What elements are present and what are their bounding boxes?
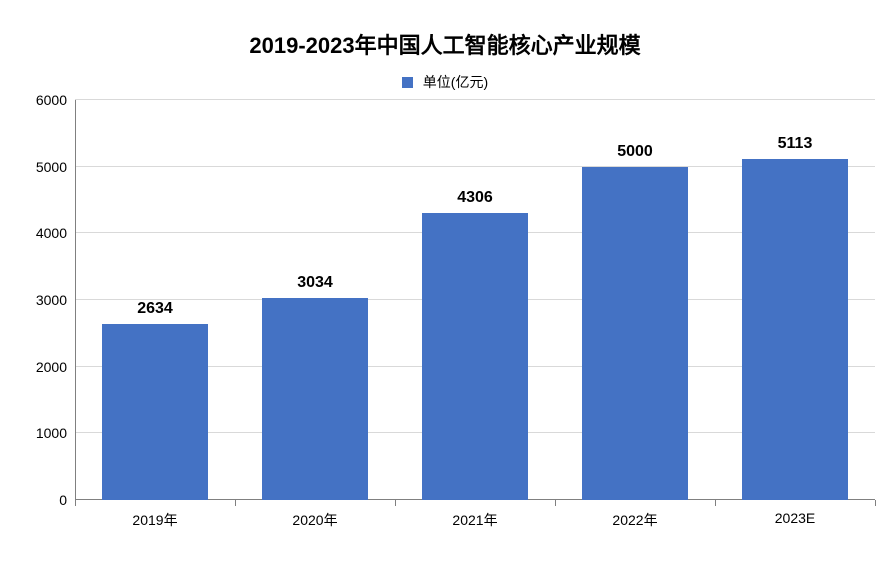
y-tick-label: 1000	[36, 425, 75, 441]
bar	[422, 213, 528, 500]
x-tick-label: 2023E	[775, 510, 815, 526]
bar-slot: 50002022年	[555, 100, 715, 500]
bar-value-label: 2634	[137, 300, 173, 318]
chart-container: 2019-2023年中国人工智能核心产业规模 单位(亿元) 0 1000 2000 3…	[0, 0, 890, 561]
chart-title: 2019-2023年中国人工智能核心产业规模	[30, 28, 860, 60]
x-tick-mark	[555, 500, 556, 506]
y-tick-label: 4000	[36, 225, 75, 241]
x-tick-mark	[875, 500, 876, 506]
y-tick-label: 5000	[36, 159, 75, 175]
bar-value-label: 4306	[457, 189, 493, 207]
bar-slot: 30342020年	[235, 100, 395, 500]
plot-area: 010002000300040005000600026342019年303420…	[75, 100, 875, 500]
x-tick-mark	[75, 500, 76, 506]
bars-row: 26342019年30342020年43062021年50002022年5113…	[75, 100, 875, 500]
bar-slot: 26342019年	[75, 100, 235, 500]
bar	[582, 167, 688, 500]
legend: 单位(亿元)	[30, 72, 860, 92]
x-tick-label: 2022年	[612, 510, 657, 530]
x-tick-label: 2019年	[132, 510, 177, 530]
bar-value-label: 3034	[297, 274, 333, 292]
bar	[102, 324, 208, 500]
bar	[262, 298, 368, 500]
x-tick-mark	[715, 500, 716, 506]
x-tick-mark	[395, 500, 396, 506]
y-tick-label: 3000	[36, 292, 75, 308]
y-tick-label: 2000	[36, 359, 75, 375]
bar-value-label: 5000	[617, 143, 653, 161]
x-tick-label: 2021年	[452, 510, 497, 530]
bar-slot: 43062021年	[395, 100, 555, 500]
x-tick-mark	[235, 500, 236, 506]
bar-slot: 51132023E	[715, 100, 875, 500]
bar	[742, 159, 848, 500]
y-tick-label: 0	[59, 492, 75, 508]
legend-swatch	[402, 77, 413, 88]
bar-value-label: 5113	[778, 135, 813, 153]
legend-label: 单位(亿元)	[423, 74, 488, 90]
x-tick-label: 2020年	[292, 510, 337, 530]
y-tick-label: 6000	[36, 92, 75, 108]
